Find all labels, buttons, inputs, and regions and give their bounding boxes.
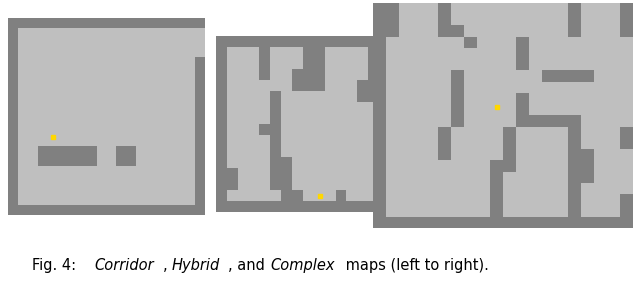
Text: maps (left to right).: maps (left to right). (341, 258, 489, 273)
Text: Fig. 4:: Fig. 4: (32, 258, 81, 273)
Text: Complex: Complex (270, 258, 335, 273)
Text: Corridor: Corridor (95, 258, 154, 273)
Text: ,: , (163, 258, 172, 273)
Text: , and: , and (228, 258, 270, 273)
Text: Hybrid: Hybrid (172, 258, 220, 273)
